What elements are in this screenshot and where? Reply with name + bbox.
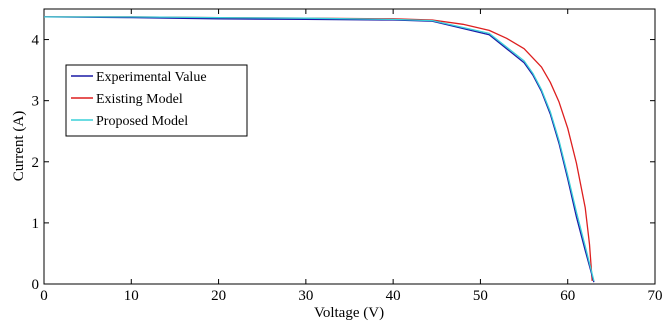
x-tick-label: 70 xyxy=(648,288,662,304)
y-tick-label: 3 xyxy=(32,94,40,110)
y-tick-label: 2 xyxy=(32,155,40,171)
series-line-proposed-model xyxy=(44,16,595,282)
series-line-existing-model xyxy=(44,16,593,281)
x-tick-label: 40 xyxy=(386,288,401,304)
x-tick-label: 60 xyxy=(560,288,575,304)
ticks-layer: 0 10 20 30 40 50 60 70 0 1 2 3 4 xyxy=(32,9,662,304)
y-tick-label: 1 xyxy=(32,216,40,232)
x-tick-label: 20 xyxy=(211,288,226,304)
x-axis-label: Voltage (V) xyxy=(314,305,384,321)
series-layer xyxy=(43,16,595,283)
y-axis-label: Current (A) xyxy=(11,111,27,181)
x-tick-label: 10 xyxy=(124,288,139,304)
x-tick-label: 0 xyxy=(40,288,48,304)
y-tick-label: 0 xyxy=(32,277,40,293)
x-tick-label: 50 xyxy=(473,288,488,304)
legend-label: Proposed Model xyxy=(96,114,188,129)
legend-label: Experimental Value xyxy=(96,70,207,85)
y-tick-label: 4 xyxy=(32,33,40,49)
legend: Experimental Value Existing Model Proposed… xyxy=(65,64,248,137)
legend-label: Existing Model xyxy=(96,92,183,107)
x-tick-label: 30 xyxy=(298,288,313,304)
plot-frame xyxy=(43,8,656,285)
legend-box xyxy=(65,64,248,137)
series-line-experimental-value xyxy=(43,16,595,283)
